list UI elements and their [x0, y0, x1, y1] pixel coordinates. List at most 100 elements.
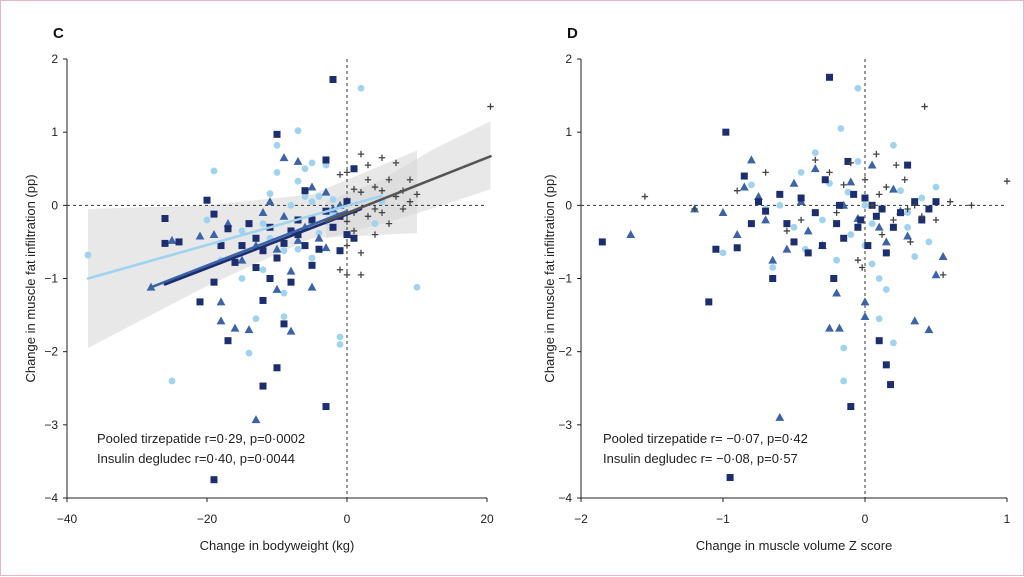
cross-marker [350, 186, 358, 193]
circle-marker [294, 177, 302, 185]
triangle-marker [244, 325, 254, 334]
triangle-marker [931, 270, 941, 279]
triangle-marker [810, 164, 820, 173]
triangle-marker [825, 323, 834, 332]
triangle-marker [874, 222, 884, 231]
cross-marker [350, 227, 358, 235]
square-marker [210, 278, 218, 286]
circle-marker [308, 254, 316, 262]
triangle-marker [321, 243, 331, 252]
x-tick-label: −40 [57, 512, 78, 526]
cross-marker [840, 181, 847, 189]
circle-marker [308, 159, 316, 167]
circle-marker [840, 344, 848, 352]
square-marker [266, 275, 274, 282]
circle-marker [315, 193, 323, 200]
triangle-marker [803, 226, 813, 235]
triangle-marker [230, 323, 240, 332]
square-marker [875, 337, 883, 345]
cross-marker [734, 187, 741, 194]
circle-marker [925, 238, 933, 246]
circle-marker [357, 84, 365, 92]
square-marker [783, 220, 791, 228]
cross-marker [797, 216, 805, 224]
cross-marker [336, 266, 344, 273]
triangle-marker [321, 187, 331, 196]
cross-marker [911, 202, 918, 209]
circle-marker [769, 264, 777, 271]
circle-marker [847, 231, 855, 239]
square-marker [769, 275, 777, 282]
square-marker [740, 172, 748, 180]
circle-marker [854, 158, 862, 165]
square-marker [925, 205, 933, 213]
circle-marker [336, 340, 344, 348]
x-tick-label: 0 [344, 512, 351, 526]
circle-marker [259, 266, 267, 274]
circle-marker [868, 220, 876, 228]
x-tick-label: 0 [862, 512, 869, 526]
cross-marker [918, 213, 925, 220]
square-marker [818, 242, 826, 250]
stat-annotation: Insulin degludec r=0·40, p=0·0044 [97, 451, 295, 466]
y-tick-label: 1 [565, 125, 572, 139]
cross-marker [762, 169, 769, 176]
fit-line [324, 155, 492, 223]
cross-marker [893, 161, 900, 169]
cross-marker [907, 238, 914, 246]
panel-d: −4 −3 −2 −1 0 1 2 −2 −1 0 1 D Change in muscle volum… [542, 25, 1011, 553]
circle-marker [84, 251, 92, 259]
cross-marker [878, 231, 886, 238]
square-marker [918, 216, 926, 224]
square-marker [904, 161, 912, 169]
square-marker [350, 165, 358, 173]
triangle-marker [272, 244, 282, 253]
fit-line [86, 194, 384, 280]
triangle-marker [846, 177, 856, 186]
cross-marker [691, 205, 698, 213]
square-marker [911, 198, 919, 206]
triangle-marker [265, 197, 275, 206]
circle-marker [868, 260, 876, 268]
square-marker [322, 156, 330, 164]
stat-annotation: Pooled tirzepatide r=0·29, p=0·0002 [97, 431, 305, 446]
circle-marker [252, 315, 260, 323]
square-marker [826, 73, 833, 81]
square-marker [840, 234, 848, 242]
circle-marker [844, 188, 852, 196]
circle-marker [329, 196, 337, 203]
y-axis-label: Change in muscle fat infiltration (pp) [23, 174, 38, 382]
square-marker [315, 245, 323, 253]
circle-marker [797, 169, 805, 176]
triangle-marker [195, 231, 205, 240]
cross-marker [939, 271, 947, 279]
square-marker [210, 210, 218, 218]
cross-marker [921, 103, 928, 110]
cross-marker [868, 202, 876, 209]
y-tick-label: 0 [51, 198, 58, 212]
triangle-marker [216, 297, 226, 306]
triangle-marker [286, 266, 296, 275]
square-marker [821, 176, 829, 184]
x-tick-label: −1 [716, 512, 730, 526]
circle-marker [837, 125, 845, 132]
circle-marker [168, 377, 176, 385]
cross-marker [385, 176, 393, 183]
triangle-marker [279, 153, 289, 162]
triangle-marker [860, 297, 870, 306]
square-marker [712, 245, 720, 253]
square-marker [844, 157, 852, 165]
triangle-marker [924, 325, 934, 334]
square-marker [287, 278, 295, 286]
cross-marker [641, 193, 649, 200]
circle-marker [238, 227, 246, 235]
circle-marker [854, 84, 862, 92]
square-marker [210, 476, 218, 484]
square-marker [889, 223, 897, 231]
circle-marker [918, 194, 926, 202]
circle-marker [280, 313, 288, 320]
y-tick-label: 0 [565, 198, 572, 212]
cross-marker [357, 150, 365, 158]
square-marker [872, 212, 880, 220]
x-axis-label: Change in bodyweight (kg) [200, 538, 355, 553]
